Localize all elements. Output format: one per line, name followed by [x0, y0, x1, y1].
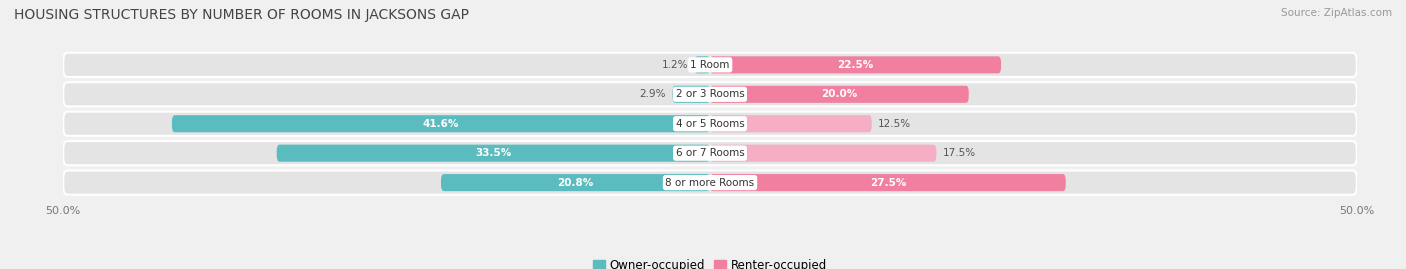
- FancyBboxPatch shape: [277, 145, 710, 162]
- FancyBboxPatch shape: [63, 82, 1357, 106]
- FancyBboxPatch shape: [710, 145, 936, 162]
- FancyBboxPatch shape: [63, 53, 1357, 77]
- FancyBboxPatch shape: [695, 56, 710, 73]
- Text: 20.8%: 20.8%: [557, 178, 593, 187]
- FancyBboxPatch shape: [710, 174, 1066, 191]
- Text: 20.0%: 20.0%: [821, 89, 858, 99]
- Text: Source: ZipAtlas.com: Source: ZipAtlas.com: [1281, 8, 1392, 18]
- Text: 2.9%: 2.9%: [640, 89, 666, 99]
- Text: 4 or 5 Rooms: 4 or 5 Rooms: [676, 119, 744, 129]
- FancyBboxPatch shape: [710, 115, 872, 132]
- Text: 17.5%: 17.5%: [943, 148, 976, 158]
- Text: 1.2%: 1.2%: [662, 60, 688, 70]
- FancyBboxPatch shape: [63, 112, 1357, 136]
- FancyBboxPatch shape: [710, 56, 1001, 73]
- Text: 22.5%: 22.5%: [838, 60, 873, 70]
- FancyBboxPatch shape: [441, 174, 710, 191]
- FancyBboxPatch shape: [63, 171, 1357, 195]
- Legend: Owner-occupied, Renter-occupied: Owner-occupied, Renter-occupied: [588, 254, 832, 269]
- Text: HOUSING STRUCTURES BY NUMBER OF ROOMS IN JACKSONS GAP: HOUSING STRUCTURES BY NUMBER OF ROOMS IN…: [14, 8, 470, 22]
- FancyBboxPatch shape: [63, 141, 1357, 165]
- Text: 2 or 3 Rooms: 2 or 3 Rooms: [676, 89, 744, 99]
- Text: 6 or 7 Rooms: 6 or 7 Rooms: [676, 148, 744, 158]
- Text: 8 or more Rooms: 8 or more Rooms: [665, 178, 755, 187]
- Text: 27.5%: 27.5%: [870, 178, 905, 187]
- FancyBboxPatch shape: [172, 115, 710, 132]
- Text: 1 Room: 1 Room: [690, 60, 730, 70]
- Text: 12.5%: 12.5%: [879, 119, 911, 129]
- Text: 33.5%: 33.5%: [475, 148, 512, 158]
- FancyBboxPatch shape: [672, 86, 710, 103]
- FancyBboxPatch shape: [710, 86, 969, 103]
- Text: 41.6%: 41.6%: [423, 119, 460, 129]
